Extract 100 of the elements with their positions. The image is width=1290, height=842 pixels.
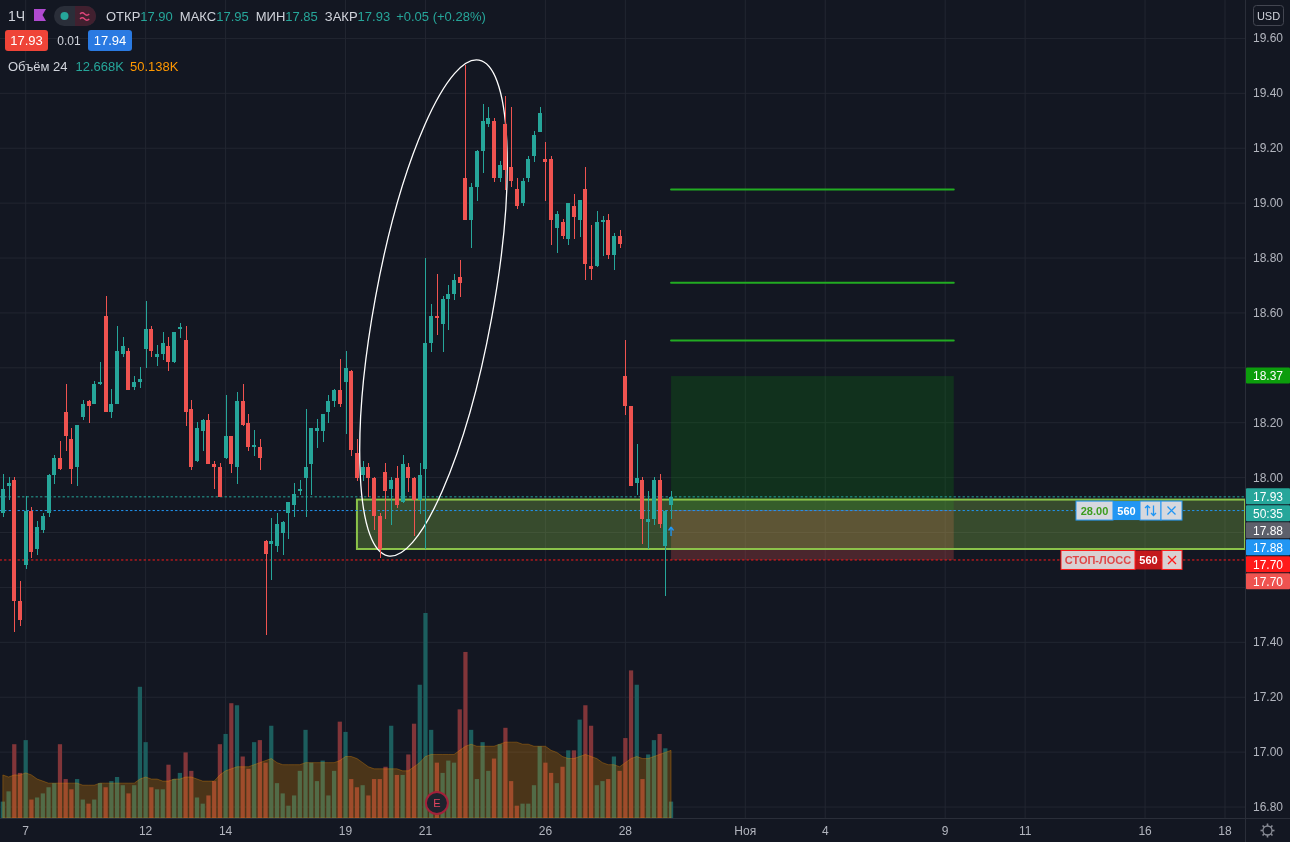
candlestick — [612, 232, 616, 270]
bar — [577, 719, 582, 818]
bar — [172, 779, 177, 818]
candlestick — [532, 131, 536, 163]
annotation: 0.01 — [57, 34, 81, 48]
candlestick — [361, 460, 365, 481]
x-tick-label: 21 — [418, 824, 433, 838]
bar — [314, 781, 320, 818]
bar — [566, 750, 571, 818]
bar — [229, 703, 234, 818]
bar — [583, 705, 588, 818]
bar — [400, 774, 405, 818]
annotation: 17.93 — [10, 33, 43, 48]
candlestick — [446, 284, 450, 330]
candlestick — [144, 301, 148, 369]
bar — [17, 772, 23, 818]
bar — [97, 783, 103, 818]
bar — [80, 799, 85, 818]
candlestick — [509, 106, 513, 188]
candlestick — [383, 463, 387, 520]
annotation: ОТКР — [106, 9, 141, 24]
annotation: E — [433, 797, 441, 809]
bar — [12, 744, 17, 818]
ref-line-label: 17.70 — [1252, 557, 1284, 572]
candlestick — [338, 359, 342, 407]
bar — [354, 787, 360, 818]
bar — [194, 797, 200, 818]
x-tick-label: 11 — [1018, 824, 1032, 838]
candlestick — [109, 389, 113, 418]
x-tick-label: 7 — [22, 824, 30, 838]
bar — [35, 797, 40, 818]
x-tick-label: 28 — [618, 824, 633, 838]
candlestick — [87, 400, 91, 424]
bar — [349, 779, 354, 818]
text: 17.70 — [1252, 574, 1284, 589]
text: 17.88 — [1252, 523, 1284, 538]
y-tick-label: 19.60 — [1252, 31, 1284, 46]
bar — [252, 742, 257, 818]
bar — [611, 756, 617, 818]
bar — [668, 801, 674, 818]
bar — [160, 789, 165, 818]
text: 18.37 — [1252, 369, 1284, 384]
candlestick — [321, 413, 325, 443]
text: 50:35 — [1252, 506, 1284, 521]
bar — [331, 770, 337, 818]
y-tick-label: 17.40 — [1252, 635, 1284, 650]
candlestick — [92, 381, 96, 405]
bar — [371, 779, 377, 818]
bar — [514, 805, 519, 818]
bar — [143, 742, 148, 818]
annotation: 560 — [1117, 504, 1136, 517]
bar — [57, 744, 63, 818]
candlestick — [315, 419, 319, 448]
bar — [606, 779, 611, 818]
bar — [120, 785, 125, 818]
bar — [177, 772, 183, 818]
bar — [343, 731, 348, 818]
candlestick — [18, 581, 22, 627]
bar — [560, 766, 565, 818]
bar — [651, 740, 657, 818]
annotation: 28.00 — [1080, 504, 1109, 517]
candlestick — [155, 345, 159, 366]
annotation: 50.138K — [129, 59, 179, 74]
text: 1Ч — [8, 8, 26, 24]
bar — [497, 744, 502, 818]
bar — [217, 744, 222, 818]
candlestick — [41, 512, 45, 534]
bar — [588, 725, 594, 818]
bar — [103, 787, 108, 818]
bar — [394, 774, 400, 818]
y-tick-label: 18.20 — [1252, 415, 1284, 430]
bar — [469, 729, 474, 818]
candlestick — [281, 521, 285, 555]
x-tick-label: 12 — [138, 824, 153, 838]
annotation: 17.85 — [285, 9, 318, 24]
bar — [29, 799, 34, 818]
candlestick — [138, 367, 142, 388]
candlestick — [578, 199, 582, 237]
ref-line-label: 17.93 — [1252, 489, 1284, 504]
x-tick-label: 14 — [218, 824, 233, 838]
y-tick-label: 17.20 — [1252, 690, 1284, 705]
candlestick — [458, 260, 462, 297]
candlestick — [521, 177, 525, 207]
bar — [149, 787, 154, 818]
bar — [166, 764, 171, 818]
candlestick — [224, 394, 228, 459]
candlestick — [406, 463, 410, 492]
candlestick — [58, 441, 62, 470]
bar — [537, 746, 542, 818]
candlestick — [269, 518, 273, 580]
candlestick — [572, 194, 576, 240]
candlestick — [81, 400, 85, 421]
bar — [154, 789, 160, 818]
x-tick-label: 16 — [1138, 824, 1153, 838]
candlestick — [258, 438, 262, 470]
y-tick-label: 19.20 — [1252, 141, 1284, 156]
candlestick — [344, 350, 348, 435]
bar — [451, 762, 457, 818]
bar — [86, 803, 91, 818]
candlestick — [635, 444, 639, 495]
